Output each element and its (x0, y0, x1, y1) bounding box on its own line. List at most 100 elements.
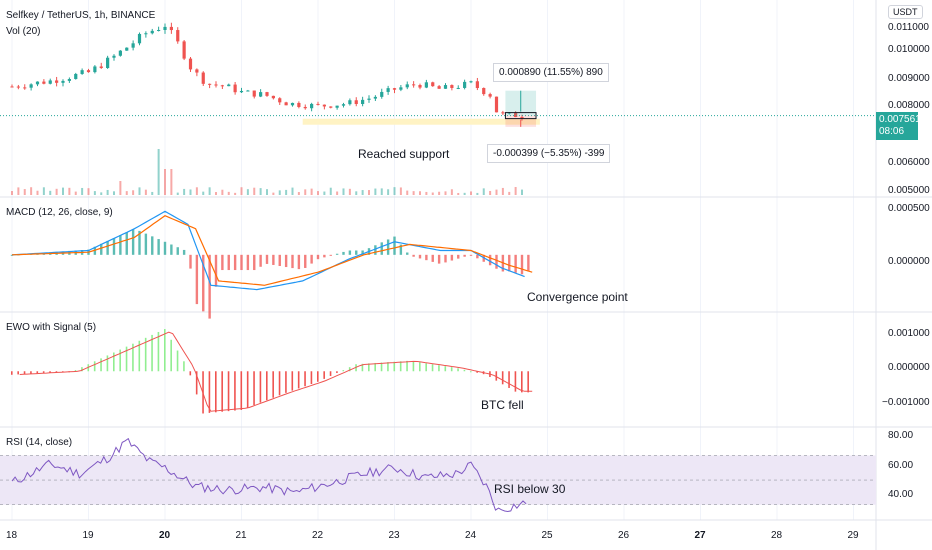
candle-body (329, 106, 333, 108)
macd-hist-bar (202, 254, 205, 312)
ewo-hist-bar (450, 367, 453, 372)
volume-bar (438, 191, 441, 195)
candle-body (386, 88, 390, 92)
volume-bar (431, 192, 434, 195)
macd-hist-bar (100, 243, 103, 255)
entry-box (504, 112, 537, 120)
volume-bar (55, 188, 58, 195)
candle-body (182, 41, 186, 59)
rsi-label[interactable]: RSI (14, close) (6, 437, 73, 448)
macd-hist-bar (425, 254, 428, 261)
ewo-label[interactable]: EWO with Signal (5) (6, 322, 97, 333)
bar-countdown: 08:06 (879, 126, 905, 137)
ewo-hist-bar (361, 363, 364, 372)
macd-hist-bar (399, 244, 403, 255)
macd-label[interactable]: MACD (12, 26, close, 9) (6, 207, 113, 218)
candle-body (494, 96, 499, 113)
ewo-hist-bar (291, 371, 294, 391)
macd-hist-bar (291, 254, 294, 269)
ewo-hist-bar (100, 358, 102, 372)
volume-bar (482, 188, 485, 195)
candle-body (35, 81, 40, 85)
ewo-hist-bar (348, 367, 351, 372)
candle-body (463, 81, 467, 88)
candle-body (405, 84, 409, 88)
volume-bar (348, 188, 351, 195)
macd-hist-bar (233, 254, 237, 271)
price-tick: 0.006000 (888, 157, 930, 168)
ewo-hist-bar (266, 371, 268, 401)
candle-body (412, 84, 416, 86)
ewo-hist-bar (399, 361, 402, 372)
candle-body (67, 79, 71, 81)
volume-bar (246, 189, 249, 195)
macd-hist-bar (316, 254, 320, 260)
time-tick: 26 (618, 530, 630, 541)
macd-hist-bar (151, 236, 154, 255)
macd-hist-bar (144, 233, 148, 255)
volume-bar (42, 187, 45, 195)
volume-bar (176, 192, 179, 195)
price-tick: 0.005000 (888, 185, 930, 196)
volume-bar (310, 188, 313, 195)
currency-button[interactable]: USDT (888, 5, 923, 19)
candle-body (29, 84, 33, 88)
ewo-hist-bar (234, 371, 236, 411)
candle-body (265, 92, 269, 96)
volume-bar (368, 190, 370, 195)
macd-hist-bar (520, 254, 524, 275)
price-tick: 0.008000 (888, 100, 930, 111)
candle-body (392, 88, 397, 90)
volume-bar (119, 181, 122, 195)
ewo-hist-bar (164, 329, 166, 372)
current-price-tag: 0.007561 08:06 (876, 112, 921, 140)
macd-hist-bar (195, 254, 199, 305)
volume-bar (393, 187, 396, 195)
macd-hist-bar (304, 254, 307, 268)
time-tick: 27 (694, 530, 706, 541)
macd-hist-bar (323, 254, 326, 258)
ewo-hist-bar (74, 370, 77, 372)
volume-bar (74, 191, 77, 195)
ewo-hist-bar (323, 371, 325, 379)
symbol-title[interactable]: Selfkey / TetherUS, 1h, BINANCE (6, 10, 156, 21)
long-position-tool[interactable] (504, 90, 537, 127)
volume-bar (304, 189, 307, 195)
ewo-hist-bar (176, 350, 179, 372)
ewo-hist-bar (215, 371, 217, 413)
ewo-tick: −0.001000 (882, 397, 930, 408)
ewo-hist-bar (55, 371, 58, 373)
ewo-hist-bar (527, 371, 529, 393)
volume-bar (113, 191, 115, 195)
candle-body (475, 81, 479, 89)
ewo-hist-bar (342, 370, 345, 372)
volume-bar (412, 191, 415, 195)
volume-bar (144, 189, 147, 195)
candle-body (106, 57, 110, 68)
candle-body (195, 69, 199, 73)
candle-body (239, 90, 244, 93)
ewo-hist-bar (106, 355, 109, 372)
macd-hist-bar (170, 244, 173, 255)
candle-body (482, 88, 486, 95)
ewo-hist-bar (297, 371, 300, 389)
macd-hist-bar (176, 247, 179, 255)
candle-body (176, 30, 180, 42)
ewo-hist-bar (157, 331, 160, 372)
volume-label[interactable]: Vol (20) (6, 26, 41, 37)
volume-bar (11, 191, 13, 195)
candle-body (348, 100, 352, 105)
ewo-hist-bar (304, 371, 306, 387)
volume-bar (234, 192, 237, 195)
macd-line (11, 210, 525, 291)
ewo-hist-bar (132, 343, 134, 372)
candle-body (278, 98, 282, 103)
volume-bar (419, 191, 421, 195)
macd-hist-bar (335, 253, 339, 255)
candle-body (335, 105, 339, 108)
macd-hist-bar (508, 254, 511, 272)
ewo-hist-bar (259, 371, 262, 403)
volume-bar (380, 188, 383, 195)
price-tick: 0.010000 (888, 44, 930, 55)
